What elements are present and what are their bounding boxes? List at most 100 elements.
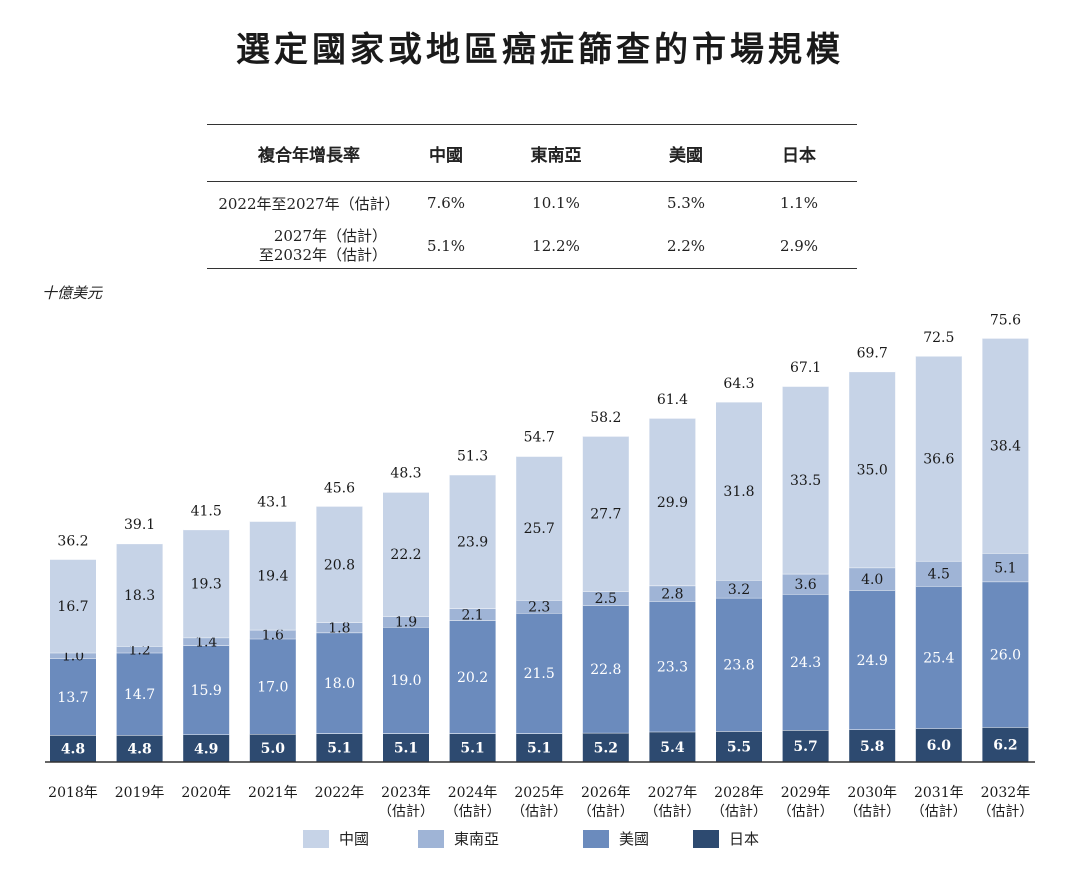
bar-segment bbox=[849, 590, 896, 730]
x-tick-label: （估計） bbox=[578, 804, 634, 820]
bar-segment bbox=[316, 506, 363, 623]
bar-segment bbox=[249, 521, 296, 630]
x-tick-label: （估計） bbox=[778, 804, 834, 820]
bar-segment bbox=[716, 401, 762, 580]
data-label: 24.3 bbox=[790, 655, 821, 671]
bar-segment bbox=[782, 594, 829, 731]
cagr-header-us: 美國 bbox=[669, 145, 703, 166]
data-label: 5.1 bbox=[327, 741, 351, 757]
data-label: 4.5 bbox=[928, 567, 950, 583]
data-label: 2.3 bbox=[528, 600, 550, 616]
bar-segment bbox=[249, 629, 296, 639]
data-label: 21.5 bbox=[524, 666, 555, 682]
chart-title: 選定國家或地區癌症篩查的市場規模 bbox=[236, 30, 844, 70]
legend-item: 東南亞 bbox=[418, 828, 499, 849]
data-label: 1.4 bbox=[195, 635, 217, 651]
data-label: 3.2 bbox=[728, 582, 750, 598]
legend-swatch bbox=[583, 829, 609, 848]
x-tick-label: 2030年 bbox=[847, 785, 897, 801]
data-label: 4.9 bbox=[194, 741, 218, 757]
data-label: 27.7 bbox=[590, 507, 621, 523]
cagr-period: 2027年（估計） 至2032年（估計） bbox=[207, 227, 411, 265]
cagr-row: 2027年（估計） 至2032年（估計） 5.1% 12.2% 2.2% 2.9… bbox=[207, 224, 857, 268]
legend-label: 中國 bbox=[339, 830, 370, 848]
bar-segment bbox=[449, 733, 496, 762]
bar-segment bbox=[915, 356, 962, 561]
bar-segment bbox=[649, 418, 696, 586]
bar-segment bbox=[982, 338, 1029, 554]
legend-swatch bbox=[303, 829, 329, 848]
data-label: 4.8 bbox=[61, 742, 85, 758]
x-tick-label: 2025年 bbox=[514, 785, 564, 801]
data-label: 5.0 bbox=[261, 741, 286, 757]
legend-item: 美國 bbox=[583, 828, 649, 849]
bar-segment bbox=[516, 456, 563, 601]
total-label: 72.5 bbox=[923, 330, 954, 346]
data-label: 5.1 bbox=[527, 741, 551, 757]
bar-segment bbox=[383, 616, 429, 628]
bar-segment bbox=[716, 580, 762, 598]
legend-label: 美國 bbox=[619, 830, 650, 848]
bar-segment bbox=[249, 734, 296, 762]
total-label: 75.6 bbox=[990, 313, 1021, 329]
x-tick-label: （估計） bbox=[644, 804, 700, 820]
x-tick-label: 2024年 bbox=[448, 785, 498, 801]
cagr-value: 5.3% bbox=[666, 194, 706, 212]
data-label: 6.0 bbox=[927, 738, 952, 754]
cagr-value: 1.1% bbox=[779, 194, 819, 212]
total-label: 36.2 bbox=[57, 533, 88, 549]
bar-segment bbox=[50, 658, 96, 736]
data-label: 19.4 bbox=[257, 569, 288, 585]
bar-segment bbox=[50, 559, 96, 653]
cagr-value: 12.2% bbox=[532, 237, 580, 255]
bar-segment bbox=[582, 436, 629, 592]
data-label: 4.8 bbox=[127, 742, 151, 758]
data-label: 6.2 bbox=[993, 738, 1017, 754]
bar-segment bbox=[516, 733, 563, 762]
legend-swatch bbox=[418, 829, 444, 848]
total-label: 58.2 bbox=[590, 410, 621, 426]
bar-segment bbox=[982, 581, 1029, 728]
bar-segment bbox=[582, 732, 629, 762]
data-label: 18.3 bbox=[124, 588, 155, 604]
bar-segment bbox=[449, 608, 496, 621]
data-label: 5.1 bbox=[394, 741, 418, 757]
legend-swatch bbox=[693, 829, 719, 848]
data-label: 1.2 bbox=[128, 642, 150, 658]
data-label: 33.5 bbox=[790, 473, 821, 489]
data-label: 24.9 bbox=[857, 653, 888, 669]
data-label: 1.6 bbox=[262, 627, 284, 643]
legend: 中國 東南亞 美國 日本 bbox=[0, 828, 1080, 852]
x-tick-label: 2027年 bbox=[648, 785, 698, 801]
bar-segment bbox=[116, 652, 163, 736]
x-tick-label: 2021年 bbox=[248, 785, 298, 801]
bar-segment bbox=[782, 573, 829, 594]
data-label: 1.8 bbox=[328, 621, 350, 637]
bar-segment bbox=[849, 729, 896, 762]
bar-segment bbox=[383, 627, 429, 734]
bar-segment bbox=[183, 529, 230, 638]
bar-segment bbox=[449, 620, 496, 734]
bar-segment bbox=[50, 652, 96, 659]
legend-item: 日本 bbox=[693, 828, 759, 849]
data-label: 23.9 bbox=[457, 535, 488, 551]
data-label: 1.9 bbox=[395, 615, 417, 631]
bar-segment bbox=[183, 637, 230, 646]
bar-segment bbox=[50, 735, 96, 762]
cagr-value: 2.9% bbox=[779, 237, 819, 255]
cagr-row: 2022年至2027年（估計） 7.6% 10.1% 5.3% 1.1% bbox=[207, 182, 857, 224]
total-label: 69.7 bbox=[857, 346, 888, 362]
cagr-period: 2022年至2027年（估計） bbox=[218, 194, 400, 213]
x-tick-label: （估計） bbox=[977, 804, 1033, 820]
data-label: 23.3 bbox=[657, 660, 688, 676]
data-label: 5.7 bbox=[793, 739, 817, 755]
bar-segment bbox=[915, 728, 962, 762]
bar-segment bbox=[649, 731, 696, 762]
data-label: 4.0 bbox=[861, 572, 883, 588]
total-label: 39.1 bbox=[124, 517, 155, 533]
total-label: 41.5 bbox=[191, 504, 222, 520]
bar-segment bbox=[716, 597, 762, 732]
data-label: 5.5 bbox=[727, 740, 751, 756]
total-label: 45.6 bbox=[324, 481, 355, 497]
